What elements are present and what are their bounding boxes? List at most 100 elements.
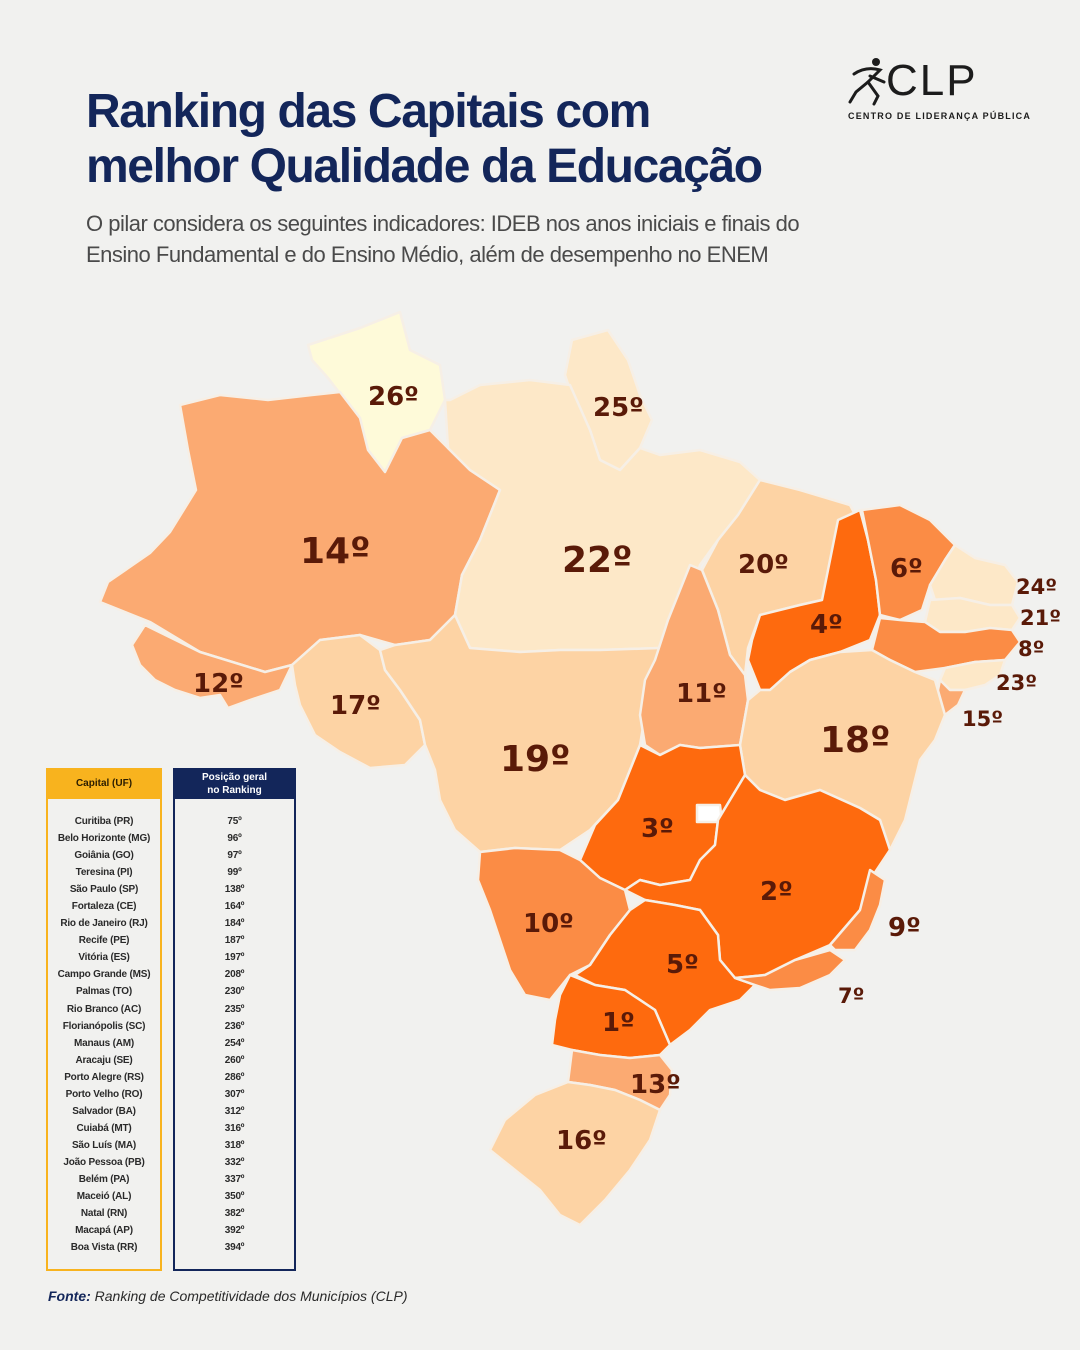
table-row-capital: Fortaleza (CE) — [71, 901, 137, 913]
rank-label-ma: 20º — [738, 550, 789, 580]
table-row-capital: Macapá (AP) — [75, 1225, 133, 1237]
table-row-position: 138º — [224, 884, 245, 896]
table-column-position-frame — [173, 799, 296, 1271]
state-ce — [860, 503, 957, 622]
table-row-position: 99º — [227, 867, 242, 879]
table-row-position: 254º — [224, 1037, 245, 1049]
title-line-1: Ranking das Capitais com — [86, 85, 651, 138]
table-row-capital: São Paulo (SP) — [69, 884, 139, 896]
table-row-position: 337º — [224, 1173, 245, 1185]
page-subtitle: O pilar considera os seguintes indicador… — [86, 208, 966, 270]
table-row-position: 208º — [224, 969, 245, 981]
logo-tagline: CENTRO DE LIDERANÇA PÚBLICA — [848, 111, 1032, 121]
rank-label-pa: 22º — [562, 540, 632, 581]
table-row-capital: Natal (RN) — [80, 1208, 128, 1220]
rank-label-pe: 8º — [1018, 637, 1044, 661]
rank-label-mt: 19º — [500, 739, 570, 780]
logo-wordmark: CLP — [886, 56, 978, 105]
state-rj — [733, 948, 847, 992]
table-row-capital: Florianópolis (SC) — [62, 1020, 146, 1032]
page-title: Ranking das Capitais com melhor Qualidad… — [86, 84, 886, 194]
rank-label-mg: 2º — [760, 877, 793, 907]
rank-label-am: 14º — [300, 531, 370, 572]
table-row-capital: Campo Grande (MS) — [57, 969, 151, 981]
table-row-capital: João Pessoa (PB) — [63, 1156, 145, 1168]
rank-label-rr: 26º — [368, 382, 419, 412]
table-row-position: 286º — [224, 1071, 245, 1083]
table-row-position: 307º — [224, 1088, 245, 1100]
subtitle-line-2: Ensino Fundamental e do Ensino Médio, al… — [86, 242, 769, 267]
table-column-capital-frame — [46, 799, 162, 1271]
table-row-position: 197º — [224, 952, 245, 964]
table-row-capital: Curitiba (PR) — [74, 816, 134, 827]
source-note: Fonte: Ranking de Competitividade dos Mu… — [48, 1288, 407, 1304]
table-row-position: 318º — [224, 1139, 245, 1151]
table-header-position: Posição geral no Ranking — [173, 768, 296, 799]
rank-label-se: 15º — [962, 707, 1003, 731]
table-row-position: 184º — [224, 918, 245, 930]
rank-label-sp: 5º — [666, 950, 699, 980]
table-header-position-line1: Posição geral — [201, 771, 268, 783]
title-line-2: melhor Qualidade da Educação — [86, 140, 763, 193]
table-row-capital: Maceió (AL) — [76, 1191, 132, 1203]
table-row-position: 97º — [227, 850, 242, 862]
table-row-position: 332º — [224, 1156, 245, 1168]
table-row-position: 236º — [224, 1020, 245, 1032]
table-row-position: 394º — [224, 1242, 245, 1254]
source-label: Fonte: — [48, 1288, 91, 1304]
source-text: Ranking de Competitividade dos Município… — [94, 1288, 408, 1304]
rank-label-es: 9º — [888, 913, 921, 943]
table-row-position: 312º — [224, 1105, 245, 1117]
table-row-capital: Recife (PE) — [78, 935, 130, 947]
rank-label-rn: 24º — [1016, 575, 1057, 599]
state-es — [828, 868, 887, 952]
rank-label-ac: 12º — [193, 669, 244, 699]
table-row-capital: Cuiabá (MT) — [76, 1122, 132, 1134]
rank-label-ba: 18º — [820, 720, 890, 761]
table-row-capital: Belém (PA) — [78, 1173, 130, 1185]
rank-label-sc: 13º — [630, 1070, 681, 1100]
table-row-capital: Belo Horizonte (MG) — [57, 833, 151, 845]
table-row-capital: Aracaju (SE) — [75, 1054, 133, 1066]
table-row-position: 392º — [224, 1225, 245, 1237]
table-row-capital: Goiânia (GO) — [74, 850, 134, 862]
table-row-capital: Manaus (AM) — [73, 1037, 135, 1049]
subtitle-line-1: O pilar considera os seguintes indicador… — [86, 211, 800, 236]
state-rs — [488, 1080, 662, 1227]
table-header-position-line2: no Ranking — [207, 784, 262, 796]
table-row-position: 164º — [224, 901, 245, 913]
rank-label-rj: 7º — [838, 984, 864, 1008]
table-row-position: 230º — [224, 986, 245, 998]
table-row-position: 75º — [227, 816, 242, 827]
table-row-position: 316º — [224, 1122, 245, 1134]
table-row-capital: Palmas (TO) — [76, 986, 132, 998]
rank-label-ce: 6º — [890, 554, 923, 584]
rank-label-ms: 10º — [523, 909, 574, 939]
table-column-position: 75º 96º 97º 99º 138º 164º 184º 187º 197º 208º 230º… — [173, 813, 296, 1256]
table-header-capital: Capital (UF) — [46, 768, 162, 799]
table-row-capital: Rio Branco (AC) — [66, 1003, 142, 1015]
table-row-position: 235º — [224, 1003, 245, 1015]
table-column-capital: Curitiba (PR) Belo Horizonte (MG) Goiânia … — [46, 813, 162, 1256]
table-row-capital: Teresina (PI) — [75, 867, 133, 879]
table-row-position: 382º — [224, 1208, 245, 1220]
table-row-capital: São Luís (MA) — [71, 1139, 137, 1151]
table-row-position: 350º — [224, 1191, 245, 1203]
runner-icon — [848, 58, 886, 106]
rank-label-pr: 1º — [602, 1008, 635, 1038]
rank-label-go: 3º — [641, 814, 674, 844]
table-row-position: 187º — [224, 935, 245, 947]
table-row-position: 96º — [227, 833, 242, 845]
table-row-capital: Boa Vista (RR) — [70, 1242, 138, 1254]
clp-logo: CLP CENTRO DE LIDERANÇA PÚBLICA — [846, 56, 1036, 126]
table-row-capital: Porto Alegre (RS) — [64, 1071, 144, 1083]
table-row-capital: Rio de Janeiro (RJ) — [60, 918, 148, 930]
table-row-position: 260º — [224, 1054, 245, 1066]
table-row-capital: Vitória (ES) — [78, 952, 130, 964]
rank-label-pi: 4º — [810, 610, 843, 640]
table-row-capital: Porto Velho (RO) — [65, 1088, 143, 1100]
rank-label-ro: 17º — [330, 691, 381, 721]
rank-label-ap: 25º — [593, 393, 644, 423]
